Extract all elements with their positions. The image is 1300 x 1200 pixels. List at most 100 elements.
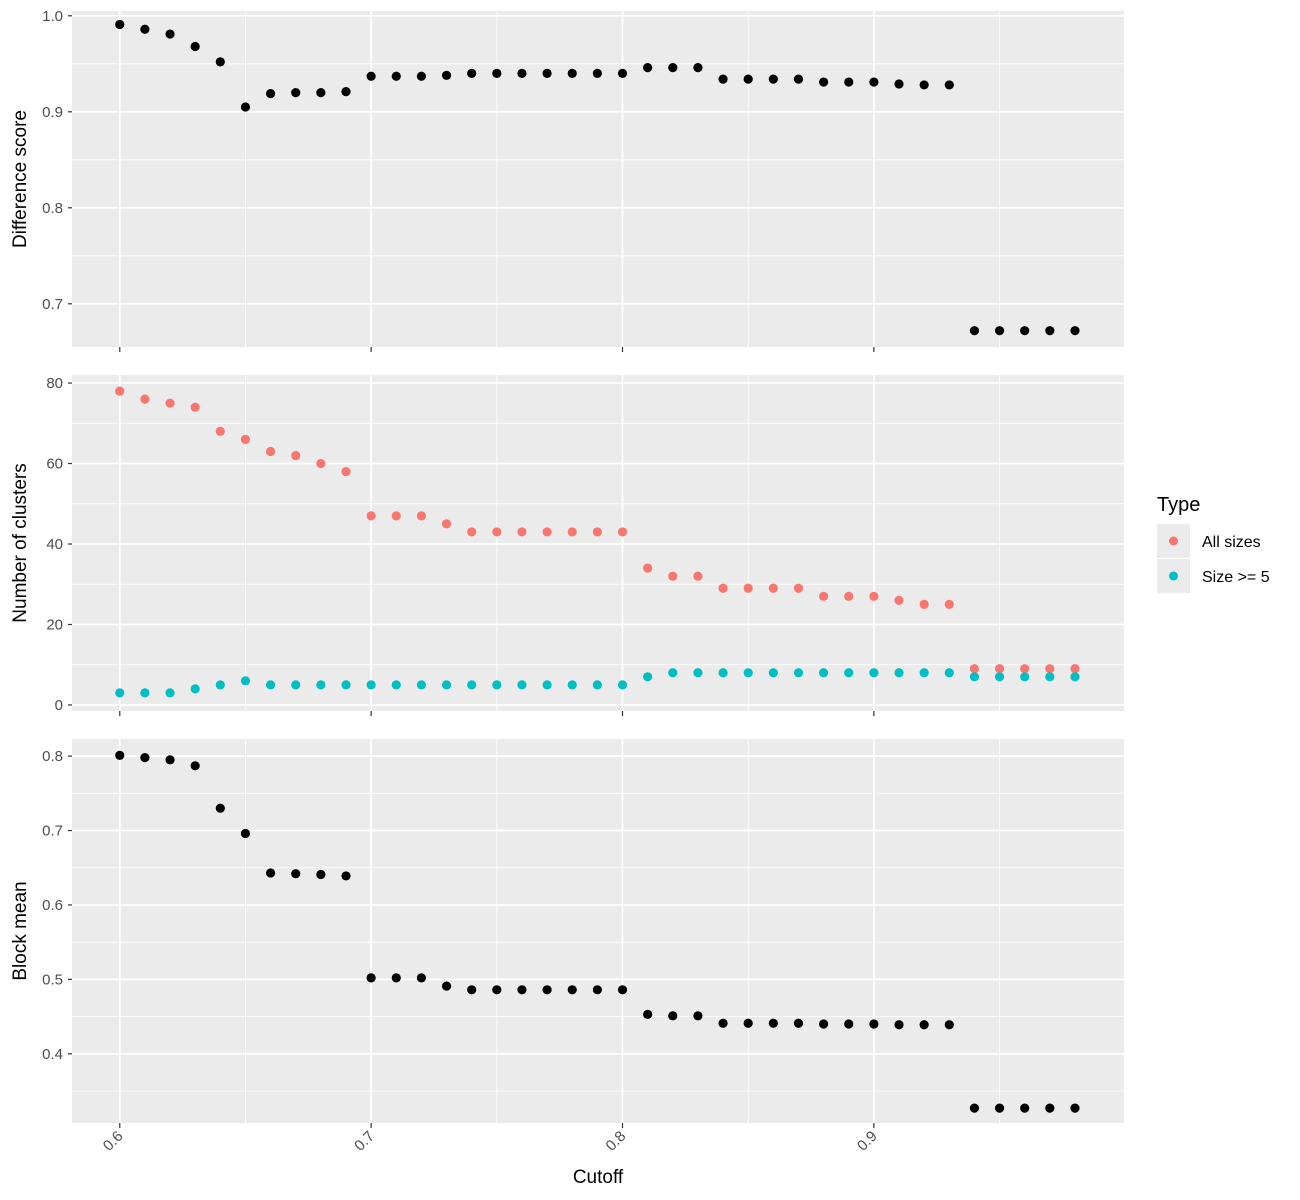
point-size-5 xyxy=(1070,672,1080,682)
point-all-sizes xyxy=(1070,664,1080,674)
point xyxy=(819,1019,829,1029)
point-all-sizes xyxy=(617,527,628,537)
point-all-sizes xyxy=(391,511,401,521)
point xyxy=(291,869,301,879)
point-size-5 xyxy=(467,680,477,690)
point xyxy=(416,71,427,81)
point xyxy=(215,803,225,813)
point-size-5 xyxy=(441,680,452,690)
point-all-sizes xyxy=(919,599,929,609)
point xyxy=(994,326,1005,336)
point xyxy=(441,70,452,80)
point xyxy=(919,80,929,90)
point-all-sizes xyxy=(969,664,980,674)
point xyxy=(215,57,225,67)
point-size-5 xyxy=(567,680,577,690)
point-size-5 xyxy=(768,668,778,678)
point-size-5 xyxy=(291,680,301,690)
y-tick-label: 80 xyxy=(46,375,63,392)
point-size-5 xyxy=(743,668,753,678)
point xyxy=(492,68,502,78)
point-all-sizes xyxy=(517,527,527,537)
point-size-5 xyxy=(718,668,728,678)
point xyxy=(768,74,778,84)
y-tick-label: 40 xyxy=(46,536,63,553)
point xyxy=(517,68,527,78)
point xyxy=(341,87,351,97)
y-tick-label: 0.7 xyxy=(42,296,63,313)
point-size-5 xyxy=(944,668,954,678)
point-size-5 xyxy=(994,672,1005,682)
point-all-sizes xyxy=(416,511,427,521)
y-tick-label: 0.8 xyxy=(42,748,63,765)
point xyxy=(391,973,401,983)
y-tick-label: 0.6 xyxy=(42,897,63,914)
point-size-5 xyxy=(366,680,376,690)
point xyxy=(542,985,552,995)
point-all-sizes xyxy=(140,394,150,404)
x-tick-label: 0.6 xyxy=(100,1128,127,1155)
y-tick-label: 1.0 xyxy=(42,8,63,25)
point-size-5 xyxy=(140,688,150,698)
panel-difference-score: 0.7 0.8 0.9 1.0 Difference score xyxy=(10,8,1124,352)
point-size-5 xyxy=(316,680,326,690)
point-size-5 xyxy=(869,668,879,678)
point xyxy=(919,1020,929,1030)
point-size-5 xyxy=(819,668,829,678)
point xyxy=(341,871,351,881)
point-all-sizes xyxy=(693,571,703,581)
point-all-sizes xyxy=(668,571,678,581)
point xyxy=(944,1020,954,1030)
point-all-sizes xyxy=(366,511,376,521)
point-all-sizes xyxy=(844,591,854,601)
y-tick-label: 0.4 xyxy=(42,1046,63,1063)
point-size-5 xyxy=(391,680,401,690)
point xyxy=(265,88,276,99)
point xyxy=(969,1103,980,1113)
y-axis-title: Block mean xyxy=(10,881,31,980)
point xyxy=(1045,1103,1055,1113)
point xyxy=(366,973,376,983)
legend: Type All sizes Size >= 5 xyxy=(1157,494,1270,593)
point-all-sizes xyxy=(567,527,577,537)
point xyxy=(994,1103,1005,1113)
point-all-sizes xyxy=(718,583,728,593)
y-tick-label: 0.9 xyxy=(42,104,63,121)
point xyxy=(693,63,703,73)
point-all-sizes xyxy=(265,446,276,457)
legend-label-all-sizes: All sizes xyxy=(1202,534,1261,551)
legend-title: Type xyxy=(1157,494,1200,516)
point-size-5 xyxy=(969,672,980,682)
point-all-sizes xyxy=(894,595,904,605)
point xyxy=(240,828,251,839)
point xyxy=(467,985,477,995)
point-all-sizes xyxy=(115,386,125,396)
point xyxy=(944,80,954,90)
point xyxy=(819,77,829,87)
point xyxy=(592,985,602,995)
point xyxy=(492,985,502,995)
point-all-sizes xyxy=(768,583,778,593)
point-size-5 xyxy=(115,688,125,698)
legend-key-size-ge-5 xyxy=(1169,571,1178,581)
point-size-5 xyxy=(517,680,527,690)
y-tick-label: 60 xyxy=(46,456,63,473)
y-tick-label: 0.5 xyxy=(42,971,63,988)
x-axis: 0.6 0.7 0.8 0.9 Cutoff xyxy=(100,1128,881,1188)
point xyxy=(291,88,301,98)
point-size-5 xyxy=(793,668,804,678)
point xyxy=(265,868,276,878)
x-tick-label: 0.9 xyxy=(854,1128,881,1155)
point xyxy=(115,750,125,760)
panel-block-mean: 0.4 0.5 0.6 0.7 0.8 Block mean xyxy=(10,739,1124,1128)
y-axis-title: Number of clusters xyxy=(10,463,31,622)
point-size-5 xyxy=(165,688,175,698)
point xyxy=(869,1019,879,1029)
point-all-sizes xyxy=(341,466,351,477)
x-tick-label: 0.7 xyxy=(351,1128,378,1155)
point xyxy=(693,1011,703,1021)
point-size-5 xyxy=(492,680,502,690)
point xyxy=(768,1018,778,1028)
point-all-sizes xyxy=(944,599,954,609)
